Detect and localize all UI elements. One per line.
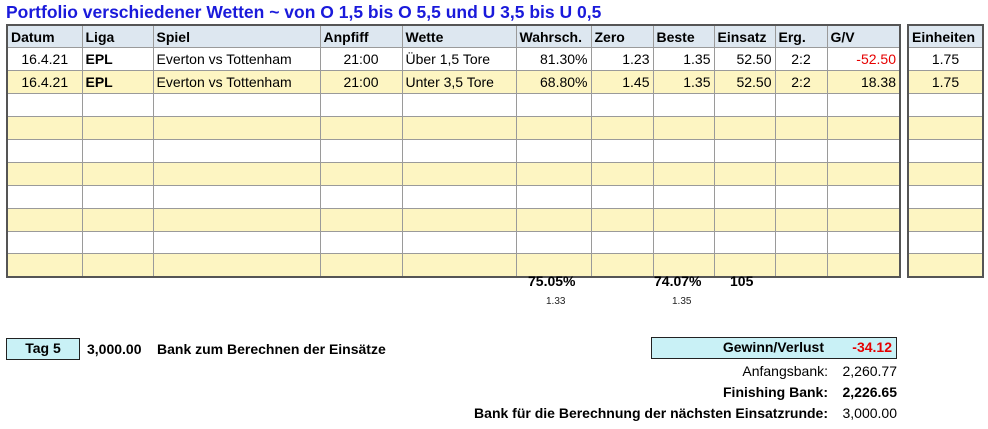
table-row-empty [6, 161, 901, 186]
best-odds: 1.35 [672, 296, 692, 307]
table-row-empty [907, 161, 984, 186]
cell-einheiten[interactable]: 1.75 [907, 47, 984, 72]
table-row-empty [6, 207, 901, 232]
cell-anpfiff[interactable]: 21:00 [319, 47, 403, 72]
col-header-wette[interactable]: Wette [401, 24, 517, 49]
start-bank-value: 2,260.77 [842, 363, 898, 379]
table-row-empty [907, 138, 984, 163]
col-header-erg[interactable]: Erg. [774, 24, 828, 49]
col-header-liga[interactable]: Liga [81, 24, 154, 49]
profit-loss-label: Gewinn/Verlust [722, 339, 824, 355]
table-header-row: Einheiten [907, 24, 984, 49]
next-bank-value: 3,000.00 [842, 405, 898, 421]
cell-anpfiff[interactable]: 21:00 [319, 70, 403, 95]
cell-liga[interactable]: EPL [81, 47, 154, 72]
table-row-empty [907, 93, 984, 118]
cell-wahrsch[interactable]: 68.80% [515, 70, 592, 95]
table-row: 16.4.21 EPL Everton vs Tottenham 21:00 U… [6, 70, 901, 95]
page-title: Portfolio verschiedener Wetten ~ von O 1… [6, 2, 602, 22]
cell-liga[interactable]: EPL [81, 70, 154, 95]
col-header-anpfiff[interactable]: Anpfiff [319, 24, 403, 49]
cell-einheiten[interactable]: 1.75 [907, 70, 984, 95]
start-bank-label: Anfangsbank: [742, 363, 828, 379]
cell-gv[interactable]: -52.50 [826, 47, 901, 72]
table-row-empty [6, 253, 901, 278]
table-row-empty [6, 116, 901, 140]
cell-zero[interactable]: 1.23 [590, 47, 654, 72]
table-row-empty [907, 116, 984, 140]
cell-beste[interactable]: 1.35 [652, 70, 715, 95]
avg-probability-odds: 1.33 [546, 296, 566, 307]
cell-gv[interactable]: 18.38 [826, 70, 901, 95]
cell-datum[interactable]: 16.4.21 [6, 47, 83, 72]
col-header-einheiten[interactable]: Einheiten [907, 24, 984, 49]
units-table: Einheiten 1.75 1.75 [907, 24, 984, 278]
col-header-spiel[interactable]: Spiel [152, 24, 321, 49]
table-row: 1.75 [907, 47, 984, 72]
best-probability: 74.07% [654, 273, 702, 289]
table-row-empty [907, 184, 984, 209]
cell-einsatz[interactable]: 52.50 [713, 47, 776, 72]
table-header-row: Datum Liga Spiel Anpfiff Wette Wahrsch. … [6, 24, 901, 49]
cell-wette[interactable]: Über 1,5 Tore [401, 47, 517, 72]
table-row: 16.4.21 EPL Everton vs Tottenham 21:00 Ü… [6, 47, 901, 72]
day-label: Tag 5 [6, 338, 80, 360]
col-header-datum[interactable]: Datum [6, 24, 83, 49]
bets-table: Datum Liga Spiel Anpfiff Wette Wahrsch. … [6, 24, 901, 278]
profit-loss-box: Gewinn/Verlust -34.12 [651, 337, 897, 359]
finishing-bank-label: Finishing Bank: [723, 384, 828, 400]
col-header-gv[interactable]: G/V [826, 24, 901, 49]
bank-value: 3,000.00 [87, 341, 142, 357]
next-bank-label: Bank für die Berechnung der nächsten Ein… [474, 405, 828, 421]
table-row-empty [6, 184, 901, 209]
total-stake: 105 [730, 273, 754, 289]
cell-zero[interactable]: 1.45 [590, 70, 654, 95]
col-header-beste[interactable]: Beste [652, 24, 715, 49]
table-row-empty [6, 93, 901, 118]
cell-spiel[interactable]: Everton vs Tottenham [152, 47, 321, 72]
table-row-empty [6, 138, 901, 163]
avg-probability: 75.05% [528, 273, 576, 289]
table-row-empty [907, 230, 984, 255]
cell-erg[interactable]: 2:2 [774, 47, 828, 72]
cell-datum[interactable]: 16.4.21 [6, 70, 83, 95]
cell-wette[interactable]: Unter 3,5 Tore [401, 70, 517, 95]
cell-spiel[interactable]: Everton vs Tottenham [152, 70, 321, 95]
cell-erg[interactable]: 2:2 [774, 70, 828, 95]
table-row-empty [6, 230, 901, 255]
col-header-wahrsch[interactable]: Wahrsch. [515, 24, 592, 49]
cell-beste[interactable]: 1.35 [652, 47, 715, 72]
finishing-bank-value: 2,226.65 [842, 384, 898, 400]
cell-einsatz[interactable]: 52.50 [713, 70, 776, 95]
col-header-einsatz[interactable]: Einsatz [713, 24, 776, 49]
table-row-empty [907, 207, 984, 232]
table-row: 1.75 [907, 70, 984, 95]
profit-loss-value: -34.12 [852, 339, 892, 355]
bank-label: Bank zum Berechnen der Einsätze [157, 341, 386, 357]
col-header-zero[interactable]: Zero [590, 24, 654, 49]
cell-wahrsch[interactable]: 81.30% [515, 47, 592, 72]
table-row-empty [907, 253, 984, 278]
